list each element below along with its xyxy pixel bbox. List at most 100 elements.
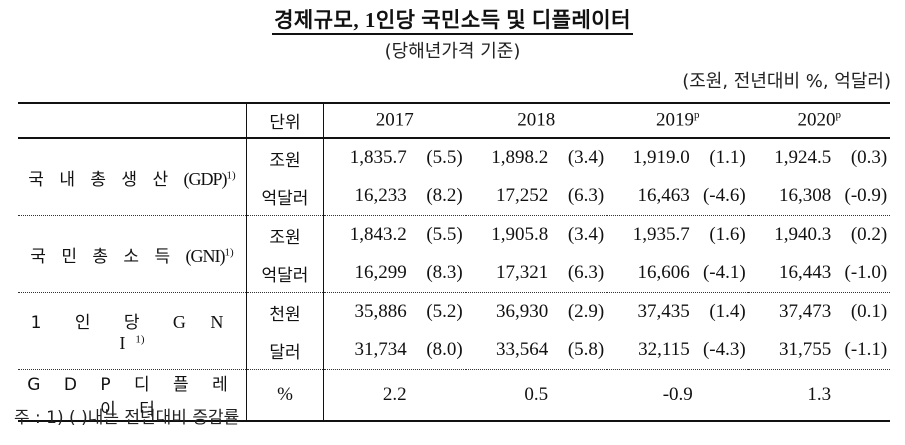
value: 1,835.7 — [349, 147, 407, 168]
data-cell: 33,564 (5.8) — [465, 331, 607, 370]
economy-table: 단위 2017 2018 2019p 2020p 국 내 총 생 산 (GDP)… — [18, 102, 890, 422]
change: (6.3) — [567, 262, 605, 283]
change: (3.4) — [567, 147, 605, 168]
year-label: 2019 — [655, 109, 694, 131]
value: 35,886 — [354, 301, 407, 322]
label-en: (GDP) — [183, 168, 228, 189]
year-label: 2018 — [517, 109, 556, 131]
data-cell: 16,308 (-0.9) — [748, 177, 890, 216]
header-row: 단위 2017 2018 2019p 2020p — [18, 102, 890, 139]
data-cell: 16,463 (-4.6) — [606, 177, 749, 216]
value: 1,843.2 — [349, 224, 407, 245]
unit-cell: 억달러 — [246, 254, 324, 293]
unit-cell: 천원 — [246, 292, 324, 331]
value: 1,898.2 — [491, 147, 549, 168]
value: 16,463 — [637, 185, 690, 206]
header-year-2019: 2019p — [606, 102, 749, 139]
change: (8.0) — [426, 339, 463, 360]
change: (1.6) — [709, 224, 746, 245]
data-cell: 31,734 (8.0) — [323, 331, 466, 370]
year-label: 2020 — [797, 109, 836, 131]
table-row: 1 인 당 G N I1) 천원 35,886 (5.2) 36,930 (2.9)… — [18, 292, 890, 370]
table-row-deflator: G D P 디 플 레 이 터 % 2.2 0.5 -0.9 1.3 — [18, 369, 890, 422]
data-cell: 1.3 — [748, 369, 890, 422]
data-cell: 1,843.2 (5.5) — [324, 216, 466, 255]
table-row: 국 내 총 생 산 (GDP)1) 조원 1,835.7 (5.5) 1,898.… — [18, 138, 890, 216]
header-blank — [18, 102, 247, 139]
change: (1.1) — [709, 147, 746, 168]
value: 17,252 — [495, 185, 549, 206]
data-cell: 37,473 (0.1) — [748, 293, 890, 332]
year-sup: p — [693, 109, 700, 122]
unit-cell: 조원 — [246, 215, 324, 254]
data-cell: 35,886 (5.2) — [324, 293, 466, 332]
table-row: 억달러 16,233 (8.2) 17,252 (6.3) 16,463 (-4.6)… — [18, 177, 890, 216]
unit-cell: % — [246, 369, 324, 422]
value: 17,321 — [495, 262, 549, 283]
value: 16,606 — [637, 262, 690, 283]
data-cell: 17,252 (6.3) — [465, 177, 607, 216]
header-year-2018: 2018 — [465, 102, 607, 139]
data-cell: 32,115 (-4.3) — [606, 331, 749, 370]
data-cell: 1,898.2 (3.4) — [466, 138, 607, 177]
change: (3.4) — [567, 224, 605, 245]
change: (-1.1) — [844, 339, 888, 360]
label-en: (GNI) — [185, 245, 226, 266]
unit-cell: 조원 — [246, 138, 324, 177]
year-label: 2017 — [375, 109, 414, 131]
data-cell: 1,935.7 (1.6) — [607, 216, 748, 255]
change: (8.3) — [426, 262, 463, 283]
footnote-mark: 1) — [224, 245, 234, 258]
data-cell: 37,435 (1.4) — [607, 293, 748, 332]
change: (8.2) — [426, 185, 463, 206]
change: (-4.3) — [702, 339, 746, 360]
value: 16,233 — [354, 185, 407, 206]
table-row: 국 민 총 소 득 (GNI)1) 조원 1,843.2 (5.5) 1,905.… — [18, 215, 890, 293]
data-cell: 2.2 — [323, 369, 466, 422]
change: (5.5) — [426, 147, 463, 168]
table-title-text: 경제규모, 1인당 국민소득 및 디플레이터 — [272, 8, 633, 35]
row-label-gni: 국 민 총 소 득 (GNI)1) — [18, 215, 247, 293]
value: 16,443 — [778, 262, 832, 283]
table-row: 달러 31,734 (8.0) 33,564 (5.8) 32,115 (-4.3) … — [18, 331, 890, 370]
unit-cell: 억달러 — [246, 177, 324, 216]
year-sup: p — [835, 109, 841, 122]
change: (6.3) — [567, 185, 605, 206]
value: 16,308 — [778, 185, 832, 206]
row-label-gni-per-capita: 1 인 당 G N I1) — [18, 292, 247, 370]
footnote: 주 : 1) ( )내는 전년대비 증감률 — [14, 408, 240, 428]
change: (0.2) — [850, 224, 888, 245]
value: 1,905.8 — [491, 224, 549, 245]
change: (2.9) — [567, 301, 605, 322]
value: 37,473 — [778, 301, 832, 322]
value: 31,734 — [354, 339, 407, 360]
header-year-2020: 2020p — [748, 102, 890, 139]
value: 31,755 — [778, 339, 832, 360]
label-ko: 1 인 당 — [30, 313, 154, 333]
table-row: 억달러 16,299 (8.3) 17,321 (6.3) 16,606 (-4.1)… — [18, 254, 890, 293]
label-ko: 국 민 총 소 득 — [30, 246, 176, 267]
footnote-mark: 1) — [135, 333, 145, 346]
row-label-deflator: G D P 디 플 레 이 터 — [18, 369, 247, 422]
change: (5.5) — [426, 224, 463, 245]
data-cell: 16,233 (8.2) — [323, 177, 466, 216]
value: 37,435 — [637, 301, 690, 322]
data-cell: -0.9 — [606, 369, 749, 422]
value: 1,919.0 — [632, 147, 690, 168]
header-unit: 단위 — [246, 102, 324, 139]
value: 1,940.3 — [774, 224, 832, 245]
data-cell: 1,924.5 (0.3) — [748, 138, 890, 177]
label-ko: 국 내 총 생 산 — [28, 169, 174, 190]
change: (-4.1) — [702, 262, 746, 283]
change: (0.1) — [850, 301, 888, 322]
value: 36,930 — [495, 301, 549, 322]
data-cell: 1,919.0 (1.1) — [607, 138, 748, 177]
data-cell: 17,321 (6.3) — [465, 254, 607, 293]
data-cell: 31,755 (-1.1) — [748, 331, 890, 370]
data-cell: 0.5 — [465, 369, 607, 422]
data-cell: 1,835.7 (5.5) — [324, 138, 466, 177]
label-en: G N I — [119, 312, 234, 353]
value: 16,299 — [354, 262, 407, 283]
table-title: 경제규모, 1인당 국민소득 및 디플레이터 — [0, 4, 905, 35]
value: 1,935.7 — [632, 224, 690, 245]
